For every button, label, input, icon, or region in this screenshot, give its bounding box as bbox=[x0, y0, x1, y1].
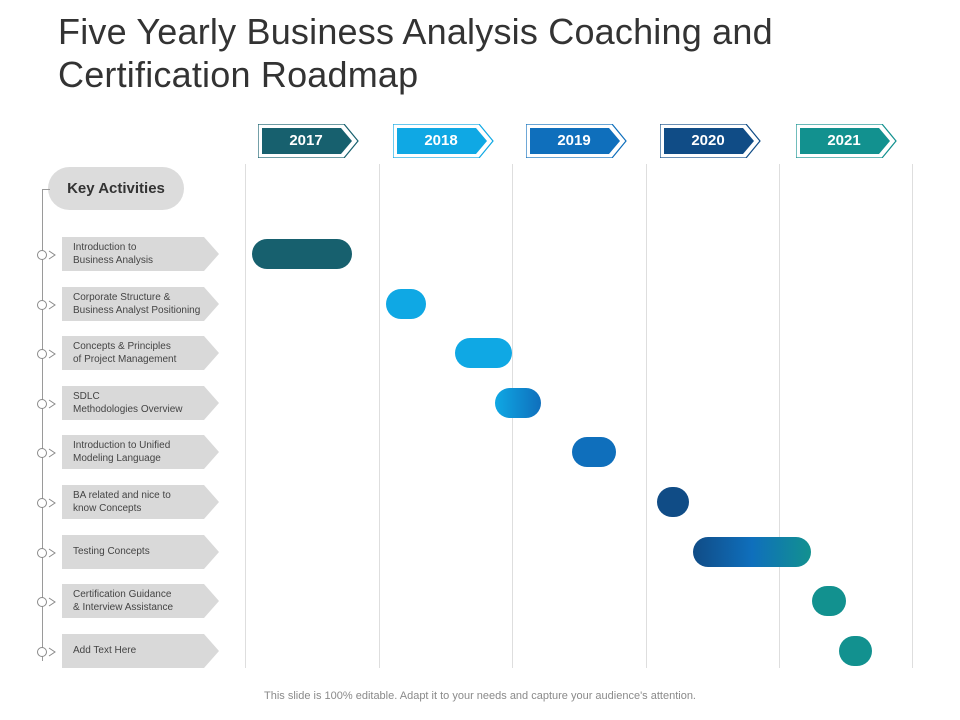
gantt-bar bbox=[572, 437, 617, 468]
activity-spine bbox=[42, 189, 43, 661]
activity-label: Concepts & Principles of Project Managem… bbox=[62, 336, 220, 371]
activity-label: Certification Guidance & Interview Assis… bbox=[62, 584, 220, 619]
year-separator bbox=[912, 164, 913, 668]
activity-label-text: Add Text Here bbox=[73, 645, 137, 657]
activity-label-text: Introduction to Business Analysis bbox=[73, 242, 154, 266]
footer-note: This slide is 100% editable. Adapt it to… bbox=[264, 690, 696, 702]
timeline-node-icon bbox=[36, 446, 58, 459]
timeline-node-icon bbox=[36, 298, 58, 310]
year-badge-2021: 2021 bbox=[796, 124, 898, 158]
year-separator bbox=[245, 164, 246, 668]
year-separator bbox=[379, 164, 380, 668]
activity-label-text: Concepts & Principles of Project Managem… bbox=[73, 341, 177, 366]
activity-label-text: Certification Guidance & Interview Assis… bbox=[73, 589, 174, 614]
page-title: Five Yearly Business Analysis Coaching a… bbox=[58, 11, 773, 95]
gantt-bar bbox=[656, 487, 689, 517]
gantt-bar bbox=[251, 239, 352, 269]
activity-spine-connector bbox=[42, 189, 50, 190]
year-separator bbox=[779, 164, 780, 668]
year-label: 2021 bbox=[827, 132, 861, 149]
activity-label: BA related and nice to know Concepts bbox=[62, 485, 220, 519]
timeline-node-icon bbox=[36, 347, 58, 360]
activity-label: Testing Concepts bbox=[62, 534, 220, 569]
gantt-bar bbox=[812, 586, 846, 617]
activity-label-text: BA related and nice to know Concepts bbox=[73, 490, 171, 514]
year-badge-2017: 2017 bbox=[258, 124, 360, 158]
timeline-node-icon bbox=[36, 595, 58, 608]
timeline-node-icon bbox=[36, 248, 58, 260]
year-label: 2017 bbox=[289, 132, 323, 149]
activity-label: Corporate Structure & Business Analyst P… bbox=[62, 286, 220, 321]
activity-label-text: SDLC Methodologies Overview bbox=[73, 390, 183, 415]
year-badge-2018: 2018 bbox=[393, 124, 495, 158]
timeline-node-icon bbox=[36, 397, 58, 409]
gantt-bar bbox=[839, 635, 873, 666]
year-label: 2019 bbox=[557, 132, 591, 149]
year-label: 2020 bbox=[691, 132, 725, 149]
timeline-node-icon bbox=[36, 645, 58, 657]
key-activities-pill: Key Activities bbox=[48, 167, 184, 210]
gantt-bar bbox=[455, 338, 512, 369]
activity-label-text: Testing Concepts bbox=[73, 546, 150, 558]
year-badge-2020: 2020 bbox=[660, 124, 762, 158]
activity-label: SDLC Methodologies Overview bbox=[62, 385, 220, 420]
activity-label-text: Corporate Structure & Business Analyst P… bbox=[73, 291, 201, 316]
timeline-node-icon bbox=[36, 496, 58, 508]
gantt-bar bbox=[385, 288, 426, 319]
year-badge-2019: 2019 bbox=[526, 124, 628, 158]
year-separator bbox=[646, 164, 647, 668]
activity-label: Add Text Here bbox=[62, 633, 220, 668]
gantt-bar bbox=[692, 536, 812, 567]
timeline-node-icon bbox=[36, 546, 58, 558]
gantt-bar bbox=[495, 387, 542, 418]
activity-label: Introduction to Business Analysis bbox=[62, 237, 220, 271]
activity-label-text: Introduction to Unified Modeling Languag… bbox=[73, 440, 171, 465]
year-label: 2018 bbox=[424, 132, 458, 149]
activity-label: Introduction to Unified Modeling Languag… bbox=[62, 435, 220, 470]
